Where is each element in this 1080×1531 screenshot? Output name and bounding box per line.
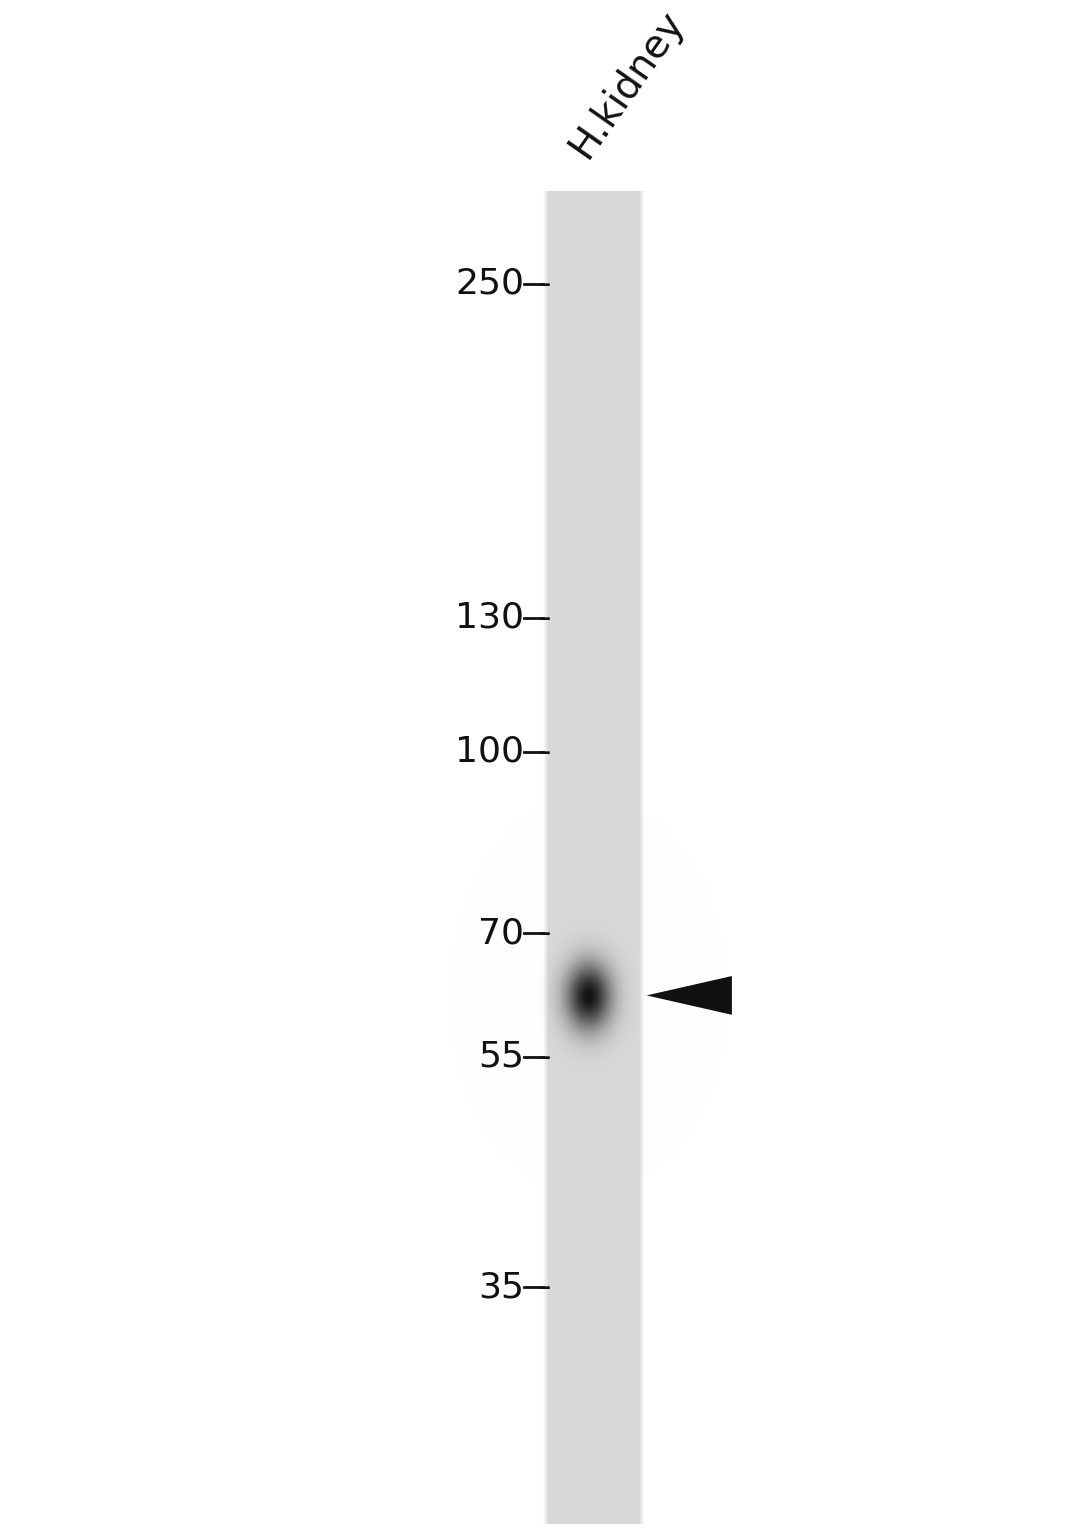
- Text: 100: 100: [455, 735, 524, 769]
- Text: H.kidney: H.kidney: [563, 5, 691, 165]
- Text: 250: 250: [455, 266, 524, 302]
- Bar: [545, 191, 642, 1523]
- Polygon shape: [647, 977, 732, 1015]
- Text: -: -: [527, 1040, 552, 1073]
- Text: 70: 70: [478, 917, 524, 951]
- Text: -: -: [527, 266, 552, 302]
- Text: -: -: [527, 735, 552, 769]
- Text: 55: 55: [478, 1040, 524, 1073]
- Text: 130: 130: [455, 600, 524, 635]
- Text: -: -: [527, 600, 552, 635]
- Text: -: -: [527, 1271, 552, 1304]
- Text: 35: 35: [478, 1271, 524, 1304]
- Text: -: -: [527, 917, 552, 951]
